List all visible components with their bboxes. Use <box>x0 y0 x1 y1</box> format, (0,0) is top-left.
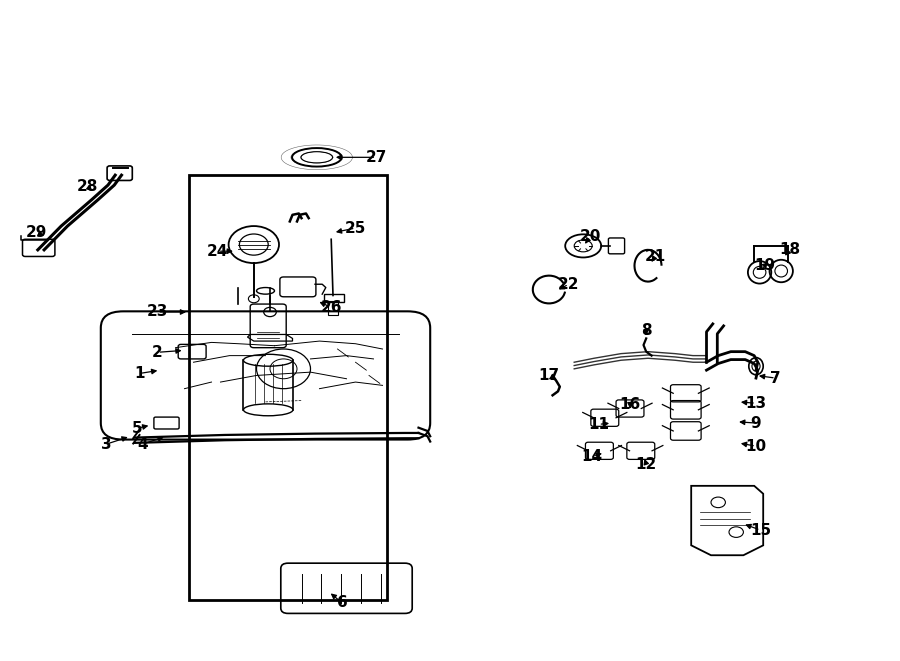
Bar <box>189 175 387 600</box>
Bar <box>328 301 338 315</box>
Text: 19: 19 <box>754 258 776 273</box>
Text: 28: 28 <box>76 179 98 194</box>
Text: 12: 12 <box>635 457 657 471</box>
Text: 6: 6 <box>337 596 347 610</box>
Text: 15: 15 <box>750 523 771 537</box>
Text: 8: 8 <box>641 323 652 338</box>
Text: 24: 24 <box>207 244 229 258</box>
Text: 9: 9 <box>751 416 761 430</box>
Text: 22: 22 <box>558 277 580 292</box>
Text: 1: 1 <box>134 366 145 381</box>
Text: 2: 2 <box>152 345 163 360</box>
Text: 11: 11 <box>588 417 609 432</box>
Text: 16: 16 <box>619 397 641 412</box>
Text: 14: 14 <box>581 449 603 463</box>
Text: 20: 20 <box>580 229 601 244</box>
Text: 25: 25 <box>345 221 366 235</box>
Text: 5: 5 <box>131 421 142 436</box>
Text: 23: 23 <box>147 305 168 319</box>
Text: 17: 17 <box>538 368 560 383</box>
Text: 21: 21 <box>644 249 666 264</box>
Text: 29: 29 <box>25 225 47 240</box>
Text: 10: 10 <box>745 439 767 453</box>
Text: 13: 13 <box>745 396 767 410</box>
Text: 27: 27 <box>365 150 387 165</box>
Text: 3: 3 <box>101 437 112 451</box>
Text: 4: 4 <box>137 437 148 451</box>
Text: 26: 26 <box>320 300 342 315</box>
Text: 18: 18 <box>779 243 801 257</box>
Text: 7: 7 <box>770 371 781 385</box>
Bar <box>324 294 344 302</box>
